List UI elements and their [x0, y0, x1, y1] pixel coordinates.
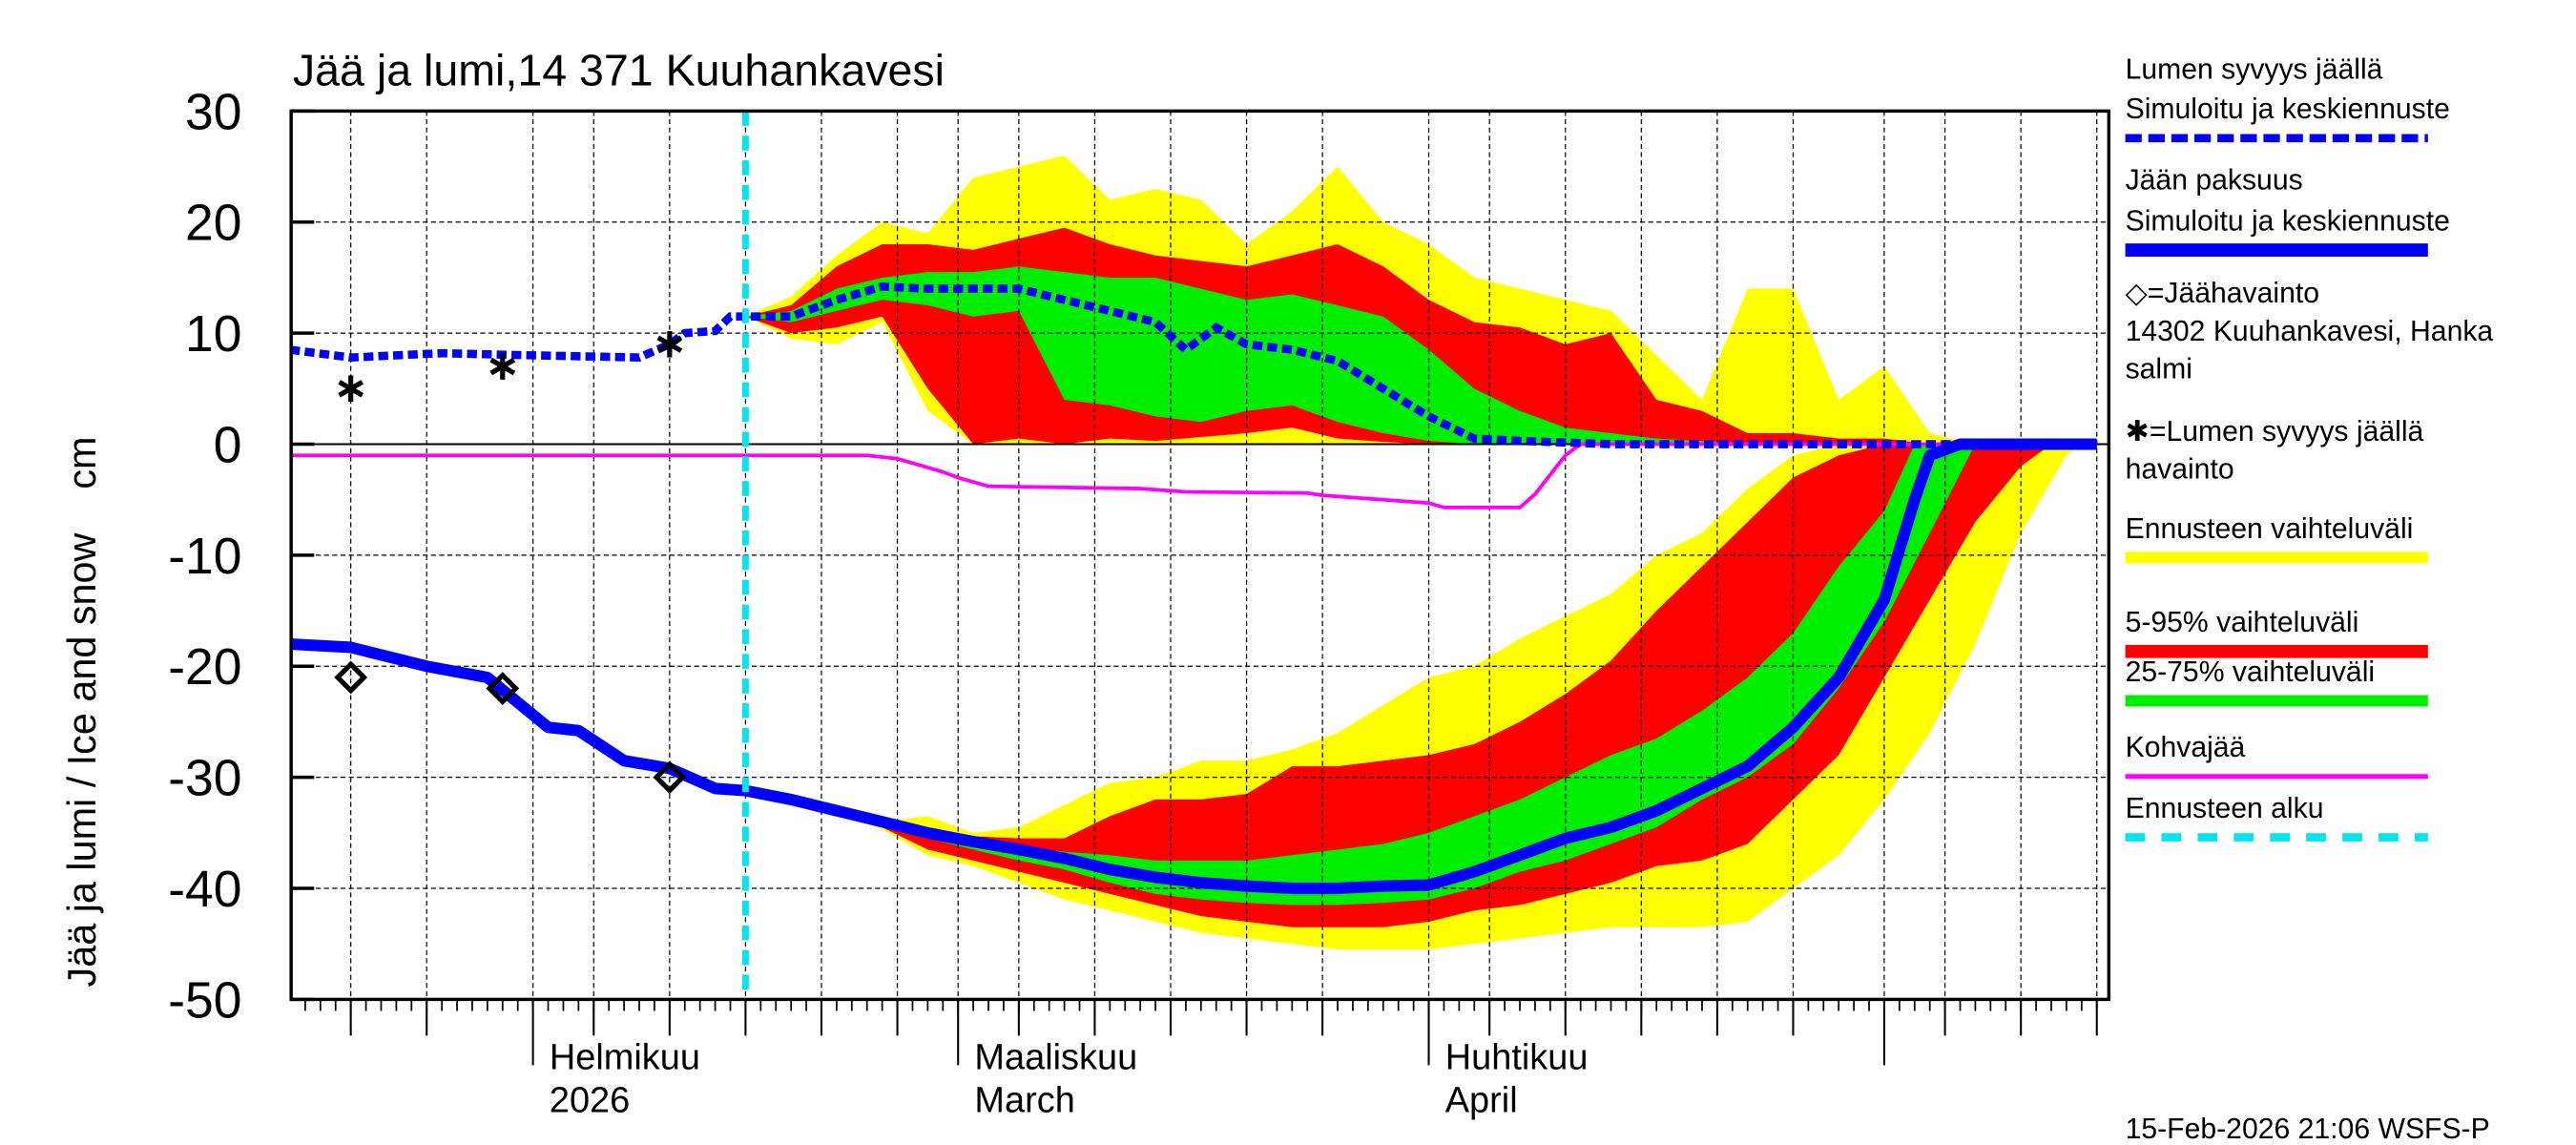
legend-label: ◇=Jäähavainto — [2126, 278, 2319, 309]
y-tick-label: 30 — [185, 84, 241, 140]
x-month-label: Maaliskuu — [974, 1038, 1137, 1078]
y-tick-label: 10 — [185, 306, 241, 363]
asterisk-stroke — [489, 357, 516, 376]
legend-item: Lumen syvyys jäällä Simuloitu ja keskienn… — [2126, 54, 2450, 143]
legend-item: Ennusteen alku — [2126, 793, 2428, 842]
legend-item: ✱=Lumen syvyys jäällä havainto — [2126, 416, 2424, 486]
y-tick-label: 0 — [214, 417, 242, 473]
legend-label: Ennusteen alku — [2126, 793, 2324, 824]
legend-label: Lumen syvyys jäällä — [2126, 54, 2383, 86]
asterisk-stroke — [338, 380, 364, 398]
legend-item: ◇=Jäähavainto 14302 Kuuhankavesi, Hanka sa… — [2126, 278, 2494, 385]
ice-observation-marker — [653, 760, 687, 795]
y-tick-label: -10 — [168, 529, 241, 585]
legend-label: Jään paksuus — [2126, 164, 2303, 196]
legend-item: Ennusteen vaihteluväli — [2126, 513, 2428, 564]
legend-label: 25-75% vaihteluväli — [2126, 656, 2376, 688]
y-tick-label: 20 — [185, 196, 241, 252]
legend-label: 5-95% vaihteluväli — [2126, 607, 2359, 638]
y-tick-label: -30 — [168, 751, 241, 807]
snow-observation-marker — [489, 353, 516, 380]
ice-red-band — [745, 444, 2051, 927]
snow-observation-marker — [338, 375, 364, 403]
footer-timestamp: 15-Feb-2026 21:06 WSFS-P — [2126, 1114, 2490, 1145]
legend-item: 25-75% vaihteluväli — [2126, 656, 2428, 707]
snow-observation-marker — [656, 330, 683, 358]
asterisk-stroke — [656, 335, 683, 353]
legend-label: Simuloitu ja keskiennuste — [2126, 94, 2450, 125]
x-month-label: Huhtikuu — [1445, 1038, 1589, 1078]
snow-green-band — [745, 266, 1794, 445]
legend-item: Jään paksuus Simuloitu ja keskiennuste — [2126, 164, 2450, 257]
legend-label: ✱=Lumen syvyys jäällä — [2126, 416, 2424, 448]
legend-item: 5-95% vaihteluväli — [2126, 607, 2428, 658]
y-axis-label: Jää ja lumi / Ice and snow cm — [60, 436, 104, 987]
kohvajaa-line — [289, 442, 2097, 510]
x-month-label: Helmikuu — [550, 1038, 700, 1078]
legend-label: Simuloitu ja keskiennuste — [2126, 205, 2450, 237]
x-year-label: 2026 — [550, 1081, 630, 1121]
legend-label: havainto — [2126, 454, 2234, 486]
chart-title: Jää ja lumi,14 371 Kuuhankavesi — [293, 46, 945, 95]
x-year-label: March — [974, 1081, 1074, 1121]
ice-green-band — [745, 444, 1976, 906]
ice-observation-marker — [334, 660, 368, 695]
legend-label: 14302 Kuuhankavesi, Hanka — [2126, 316, 2494, 347]
ice-observation-marker — [486, 672, 520, 706]
x-year-label: April — [1445, 1081, 1518, 1121]
legend-label: Ennusteen vaihteluväli — [2126, 513, 2414, 545]
legend-item: Kohvajää — [2126, 732, 2428, 780]
legend-label: Kohvajää — [2126, 732, 2246, 763]
y-tick-label: -40 — [168, 862, 241, 918]
y-tick-label: -50 — [168, 972, 241, 1029]
legend-label: salmi — [2126, 354, 2192, 385]
ice-thickness-line — [289, 438, 2097, 895]
y-tick-label: -20 — [168, 639, 241, 696]
